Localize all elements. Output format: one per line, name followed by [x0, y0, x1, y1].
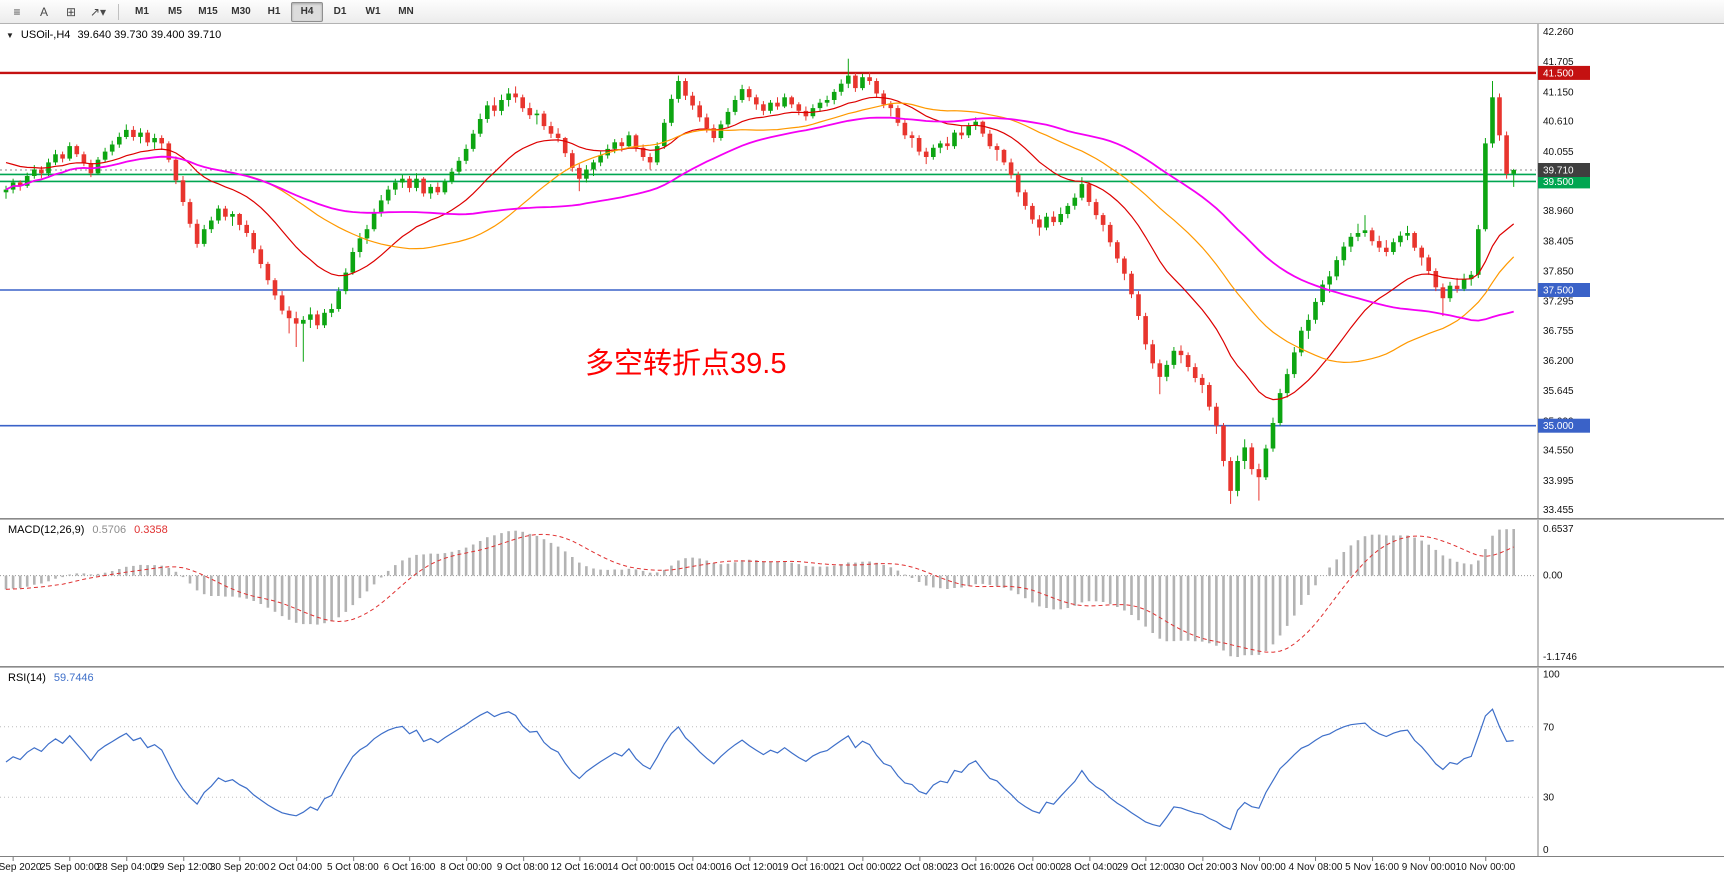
y-axis-label: 33.455 [1543, 505, 1574, 516]
time-axis-label: 10 Nov 00:00 [1455, 857, 1516, 873]
time-axis-label: 25 Sep 00:00 [39, 857, 100, 873]
text-tool-icon[interactable]: A [39, 4, 48, 19]
price-badge [1538, 283, 1590, 297]
y-axis-label: 37.295 [1543, 297, 1574, 308]
y-axis-label: 33.995 [1543, 476, 1574, 487]
rsi-panel: 100 70 30 0 RSI(14) 59.7446 [0, 668, 1724, 856]
time-axis-label: 26 Oct 00:00 [1003, 857, 1062, 873]
panel-splitter-1[interactable] [0, 518, 1724, 520]
price-badge [1538, 65, 1590, 80]
time-axis-label: 9 Nov 00:00 [1401, 857, 1456, 873]
time-axis-label: 30 Oct 20:00 [1173, 857, 1231, 873]
y-axis-label: 40.610 [1543, 117, 1574, 128]
time-axis-label: 21 Oct 00:00 [833, 857, 892, 873]
price-badge [1538, 418, 1590, 433]
time-axis-label: 30 Sep 20:00 [209, 857, 270, 873]
macd-panel: 0.6537 0.00 -1.1746 MACD(12,26,9) 0.5706 0… [0, 520, 1724, 666]
bottom-filler [0, 880, 1724, 891]
rsi-chart[interactable]: 100 70 30 0 [0, 668, 1724, 856]
rsi-line [5, 708, 1514, 831]
timeframe-button-m15[interactable]: M15 [198, 6, 218, 17]
time-axis-label: 5 Oct 08:00 [326, 857, 379, 873]
macd-axis-label: 0.00 [1543, 571, 1563, 582]
ma-slow-magenta [5, 116, 1514, 322]
time-axis-label: 22 Oct 08:00 [890, 857, 948, 873]
toolbar-tools: ≡ A ⊞ ↗▾ [4, 1, 111, 23]
toolbar-timeframes: M1 M5 M15 M30 H1 H4 D1 W1 MN [126, 1, 422, 22]
crosshair-icon[interactable]: ⊞ [65, 4, 77, 19]
time-axis-label: 8 Oct 00:00 [440, 857, 492, 873]
timeframe-button-m1[interactable]: M1 [135, 6, 149, 17]
price-badge-label: 41.500 [1543, 68, 1574, 79]
rsi-axis-label: 0 [1543, 845, 1549, 856]
time-axis-label: 23 Oct 16:00 [947, 857, 1005, 873]
y-axis-label: 40.055 [1543, 147, 1574, 158]
y-axis-label: 41.705 [1543, 57, 1574, 68]
rsi-axis-label: 30 [1543, 793, 1555, 804]
time-axis-label: 28 Sep 04:00 [96, 857, 157, 873]
time-axis-label: 9 Oct 08:00 [496, 857, 549, 873]
timeframe-button-h4[interactable]: H4 [291, 1, 323, 22]
candles-layer [3, 58, 1516, 504]
time-axis-label: 15 Oct 04:00 [663, 857, 722, 873]
y-axis-label: 41.150 [1543, 87, 1574, 98]
ma-mid-orange [5, 102, 1515, 364]
timeframe-button-m5[interactable]: M5 [168, 6, 182, 17]
time-axis-label: 3 Nov 00:00 [1231, 857, 1286, 873]
price-badge-label: 39.500 [1543, 177, 1574, 188]
macd-axis-label: 0.6537 [1543, 524, 1574, 535]
candlestick-chart[interactable]: 42.260 41.705 41.150 40.610 40.055 39.500 38.9… [0, 24, 1724, 518]
y-axis-label: 34.550 [1543, 446, 1574, 457]
price-badge [1538, 163, 1590, 177]
time-axis-label: 23 Sep 2020 [0, 857, 41, 873]
y-axis-label: 37.850 [1543, 267, 1574, 278]
y-axis-label: 36.200 [1543, 356, 1574, 367]
chart-list-icon[interactable]: ≡ [13, 4, 21, 19]
panel-splitter-2[interactable] [0, 666, 1724, 668]
timeframe-button-d1[interactable]: D1 [333, 6, 347, 17]
toolbar: ≡ A ⊞ ↗▾ M1 M5 M15 M30 H1 H4 D1 W1 MN [0, 0, 1724, 24]
timeframe-button-m30[interactable]: M30 [231, 6, 251, 17]
y-axis-label: 42.260 [1543, 27, 1574, 38]
rsi-axis-label: 100 [1543, 670, 1560, 681]
macd-chart[interactable]: 0.6537 0.00 -1.1746 [0, 520, 1724, 666]
time-axis-label: 14 Oct 00:00 [607, 857, 665, 873]
price-badge [1538, 174, 1590, 189]
time-axis-label: 16 Oct 12:00 [720, 857, 778, 873]
time-axis-label: 2 Oct 04:00 [270, 857, 323, 873]
toolbar-separator [118, 3, 119, 20]
time-axis-label: 4 Nov 08:00 [1288, 857, 1343, 873]
y-axis-label: 35.645 [1543, 386, 1574, 397]
y-axis-label: 36.755 [1543, 326, 1574, 337]
time-axis-label: 5 Nov 16:00 [1345, 857, 1400, 873]
time-axis-label: 29 Sep 12:00 [153, 857, 213, 873]
y-axis-label: 38.960 [1543, 206, 1574, 217]
timeframe-button-h1[interactable]: H1 [267, 6, 281, 17]
macd-histogram [4, 529, 1515, 657]
macd-axis-label: -1.1746 [1543, 652, 1577, 663]
rsi-axis-label: 70 [1543, 722, 1555, 733]
price-badge-label: 35.000 [1543, 421, 1574, 432]
price-badge-label: 37.500 [1543, 286, 1574, 297]
timeframe-button-w1[interactable]: W1 [365, 6, 381, 17]
time-axis-label: 28 Oct 04:00 [1060, 857, 1118, 873]
price-badge-label: 39.710 [1543, 166, 1574, 177]
time-axis-label: 12 Oct 16:00 [550, 857, 608, 873]
main-chart-panel: 42.260 41.705 41.150 40.610 40.055 39.500 38.9… [0, 24, 1724, 518]
time-axis-label: 19 Oct 16:00 [777, 857, 835, 873]
timeframe-button-mn[interactable]: MN [398, 6, 414, 17]
draw-tools-icon[interactable]: ↗▾ [89, 4, 107, 19]
time-axis-label: 6 Oct 16:00 [383, 857, 436, 873]
y-axis-label: 38.405 [1543, 236, 1574, 247]
ma-fast-red [5, 96, 1515, 401]
time-axis-label: 29 Oct 12:00 [1116, 857, 1175, 873]
